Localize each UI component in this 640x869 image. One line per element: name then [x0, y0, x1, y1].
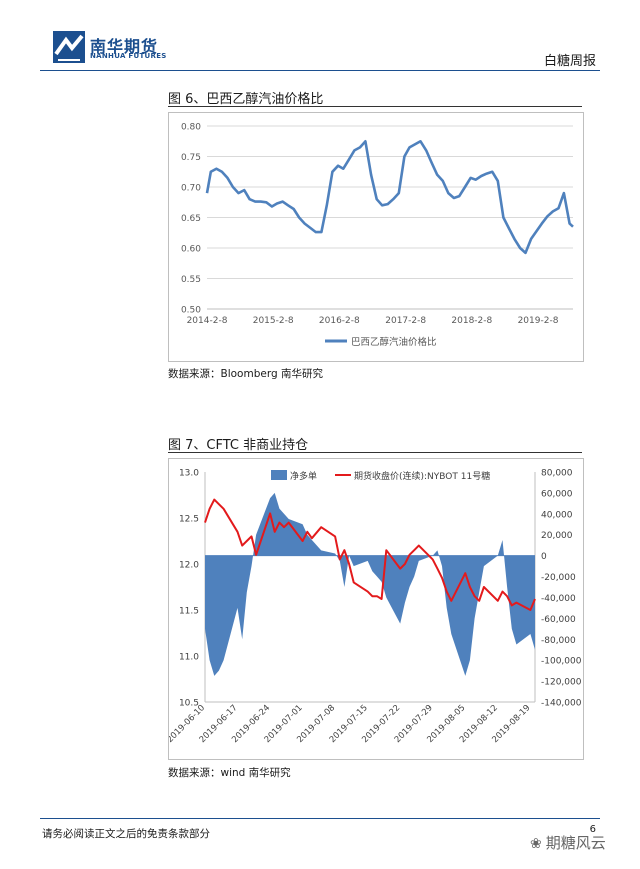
legend-label-net-long: 净多单 [290, 470, 317, 482]
y-tick-label: 0.80 [181, 123, 201, 133]
y-right-tick-label: 0 [541, 552, 547, 562]
y-left-tick-label: 12.5 [179, 515, 199, 525]
x-tick-label: 2014-2-8 [187, 316, 228, 326]
legend-swatch-net-long [271, 470, 287, 480]
figure6-chart-frame: 0.80 0.75 0.70 0.65 0.60 0.55 0.50 2014-2-8 2015… [168, 112, 584, 362]
nanhua-logo-icon [53, 31, 85, 63]
ethanol-gasoline-ratio-line [205, 139, 574, 255]
figure7-combo-chart: 13.0 12.5 12.0 11.5 11.0 10.5 80,000 60,000 40,0… [165, 469, 582, 746]
x-tick-label: 2017-2-8 [385, 316, 426, 326]
figure6-title-rule [168, 106, 582, 107]
footer-divider [40, 818, 600, 819]
figure6-title: 图 6、巴西乙醇汽油价格比 [168, 92, 324, 107]
company-logo: 南华期货 NANHUA FUTURES [52, 30, 172, 64]
y-right-tick-label: -60,000 [541, 615, 576, 625]
y-right-tick-label: -120,000 [541, 678, 582, 688]
y-tick-label: 0.65 [181, 214, 201, 224]
report-name: 白糖周报 [543, 54, 596, 69]
y-tick-label: 0.55 [181, 275, 201, 285]
y-right-tick-label: 20,000 [541, 531, 573, 541]
y-right-tick-label: 40,000 [541, 510, 573, 520]
y-left-tick-label: 11.5 [179, 607, 199, 617]
y-left-tick-label: 12.0 [179, 561, 199, 571]
header-divider [40, 70, 600, 71]
y-right-tick-label: -140,000 [541, 699, 582, 709]
figure7-chart-frame: 13.0 12.5 12.0 11.5 11.0 10.5 80,000 60,000 40,0… [165, 458, 584, 760]
page-number: 6 [589, 824, 596, 835]
y-right-tick-label: 60,000 [541, 489, 573, 499]
y-right-tick-label: -80,000 [541, 636, 576, 646]
figure7-title: 图 7、CFTC 非商业持仓 [168, 438, 309, 453]
y-left-tick-label: 10.5 [179, 699, 199, 709]
figure7-source: 数据来源：wind 南华研究 [168, 767, 291, 779]
y-right-tick-label: -20,000 [541, 573, 576, 583]
figure6-source: 数据来源：Bloomberg 南华研究 [168, 368, 323, 380]
net-long-area [205, 492, 535, 676]
wechat-icon: ❀ [530, 836, 542, 852]
y-left-tick-label: 11.0 [179, 653, 199, 663]
watermark-label: 期糖风云 [545, 834, 606, 852]
wechat-watermark: ❀ 期糖风云 [530, 832, 606, 853]
figure7-title-rule [168, 452, 582, 453]
sugar-price-line [204, 498, 536, 611]
x-tick-label: 2019-2-8 [518, 316, 559, 326]
x-tick-label: 2018-2-8 [451, 316, 492, 326]
y-tick-label: 0.70 [181, 184, 201, 194]
y-right-tick-label: 80,000 [541, 469, 573, 479]
y-right-tick-label: -100,000 [541, 657, 582, 667]
company-name-cn: 南华期货 [90, 37, 159, 56]
y-tick-label: 0.75 [181, 153, 201, 163]
company-name-en: NANHUA FUTURES [90, 52, 167, 60]
x-tick-label: 2016-2-8 [319, 316, 360, 326]
y-right-tick-label: -40,000 [541, 594, 576, 604]
disclaimer-text: 请务必阅读正文之后的免责条款部分 [42, 828, 210, 840]
legend-label-price: 期货收盘价(连续):NYBOT 11号糖 [354, 470, 490, 482]
y-tick-label: 0.60 [181, 245, 201, 255]
y-left-tick-label: 13.0 [179, 469, 199, 479]
legend-label: 巴西乙醇汽油价格比 [351, 336, 437, 348]
x-tick-label: 2015-2-8 [253, 316, 294, 326]
y-tick-label: 0.50 [181, 306, 201, 316]
